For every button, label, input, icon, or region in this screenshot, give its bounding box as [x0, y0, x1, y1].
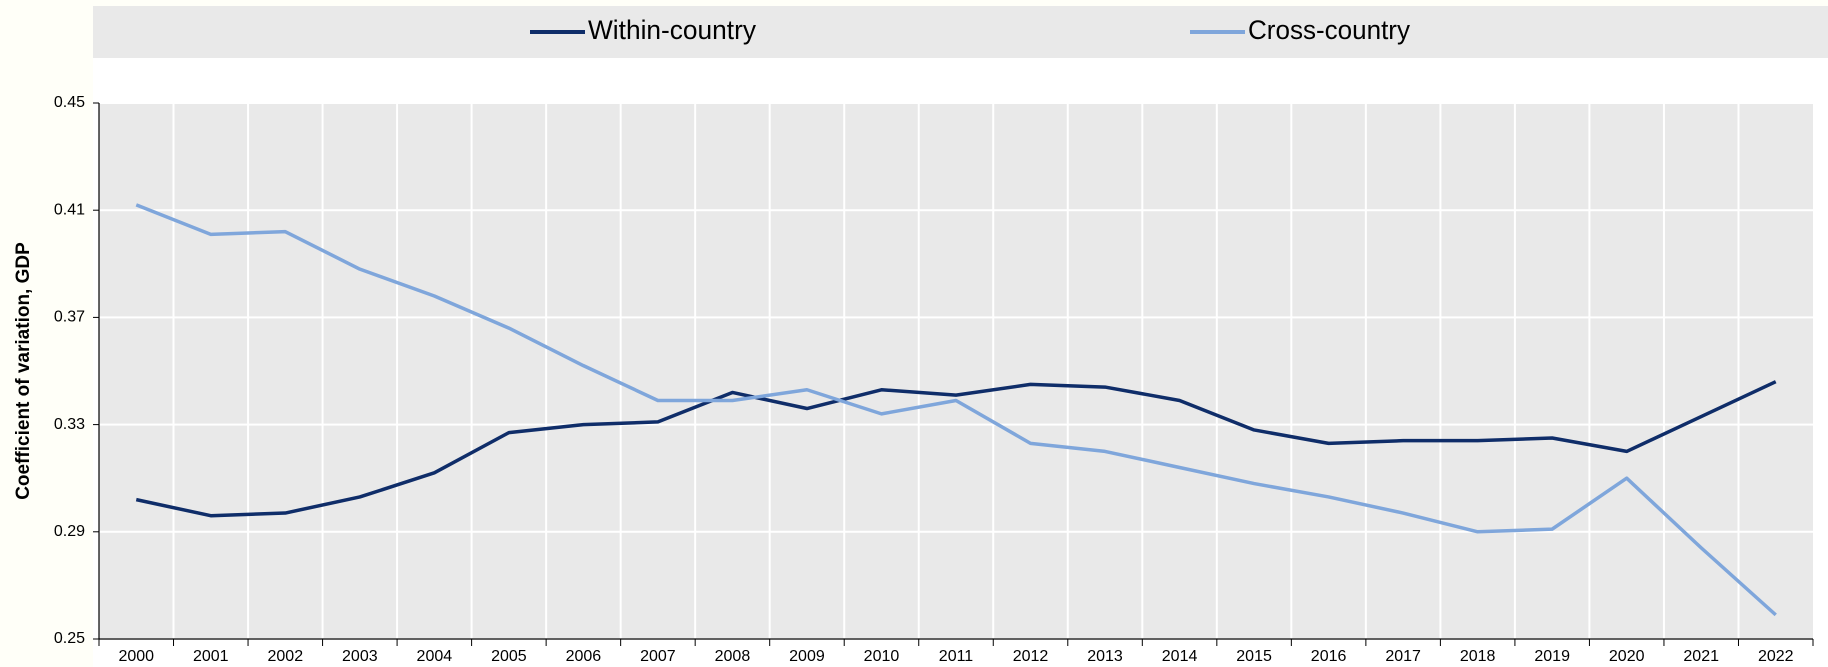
x-tick-label: 2004	[417, 648, 453, 665]
legend-label: Within-country	[588, 15, 756, 45]
y-tick-label: 0.45	[54, 94, 85, 111]
series-line	[135, 203, 1777, 617]
x-tick-label: 2006	[566, 648, 602, 665]
legend-box	[93, 6, 1828, 58]
x-tick-label: 2003	[342, 648, 378, 665]
x-tick-label: 2005	[491, 648, 527, 665]
x-tick-label: 2015	[1236, 648, 1272, 665]
x-tick-label: 2002	[268, 648, 304, 665]
y-tick-label: 0.41	[54, 201, 85, 218]
x-tick-label: 2021	[1683, 648, 1719, 665]
y-tick-label: 0.33	[54, 416, 85, 433]
x-tick-label: 2017	[1385, 648, 1421, 665]
x-tick-label: 2020	[1609, 648, 1645, 665]
x-tick-label: 2018	[1460, 648, 1496, 665]
y-axis-label: Coefficient of variation, GDP	[13, 242, 34, 500]
x-tick-label: 2012	[1013, 648, 1049, 665]
series-line	[135, 380, 1777, 518]
x-tick-label: 2007	[640, 648, 676, 665]
plot-area	[99, 103, 1813, 639]
x-tick-label: 2008	[715, 648, 751, 665]
x-tick-label: 2022	[1758, 648, 1794, 665]
x-tick-label: 2010	[864, 648, 900, 665]
x-tick-label: 2013	[1087, 648, 1123, 665]
x-tick-label: 2009	[789, 648, 825, 665]
x-tick-label: 2016	[1311, 648, 1347, 665]
x-tick-label: 2000	[118, 648, 154, 665]
x-tick-label: 2011	[939, 648, 974, 665]
x-tick-label: 2001	[193, 648, 229, 665]
y-tick-label: 0.29	[54, 523, 85, 540]
x-tick-label: 2019	[1534, 648, 1570, 665]
y-tick-label: 0.37	[54, 309, 85, 326]
legend-label: Cross-country	[1248, 15, 1410, 45]
y-tick-label: 0.25	[54, 630, 85, 647]
x-tick-label: 2014	[1162, 648, 1198, 665]
